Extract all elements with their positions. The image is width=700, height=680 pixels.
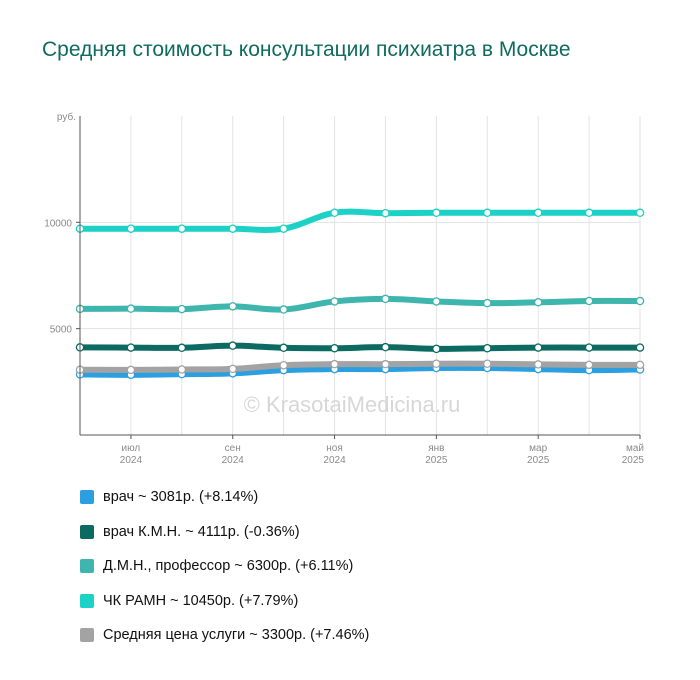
x-tick-year: 2025 [622,455,645,466]
data-point [635,296,645,306]
series-line [77,360,643,373]
legend-item[interactable]: ЧК РАМН ~ 10450р. (+7.79%) [80,584,640,619]
series-line [77,208,643,233]
x-tick-year: 2024 [323,455,346,466]
y-tick-label: 5000 [50,325,73,336]
data-point [126,365,136,375]
data-point [381,294,390,304]
data-point [330,208,339,218]
y-tick-label: 10000 [44,218,72,229]
x-tick-label: май [626,443,644,454]
data-point [330,297,339,306]
legend: врач ~ 3081р. (+8.14%) врач К.М.Н. ~ 4111… [80,480,640,653]
data-point [533,343,543,352]
x-tick-label: сен [225,443,241,454]
data-point [177,365,187,374]
data-point [381,342,390,352]
data-point [330,359,339,369]
data-point [584,296,594,306]
data-point [177,224,187,233]
legend-swatch [80,628,94,643]
data-point [279,360,288,370]
data-point [635,360,645,370]
x-tick-label: ноя [326,443,343,454]
data-point [228,341,237,350]
data-point [381,208,390,218]
legend-swatch [80,524,94,539]
data-point [584,343,594,352]
y-axis-label: руб. [57,111,76,123]
data-point [126,304,136,313]
series-line [77,342,643,352]
data-point [533,298,543,307]
data-point [228,224,237,233]
line-chart: © KrasotaiMedicina.ru руб.500010000июл20… [44,111,645,466]
x-tick-label: мар [529,443,547,454]
data-point [228,364,237,374]
legend-item[interactable]: врач ~ 3081р. (+8.14%) [80,480,640,515]
x-tick-label: июл [122,443,141,454]
x-tick-year: 2025 [527,455,550,466]
legend-swatch [80,490,94,505]
data-point [177,343,187,353]
series-layer [75,208,645,380]
axes: руб.500010000июл2024сен2024ноя2024янв202… [44,111,644,466]
data-point [483,208,492,218]
data-point [126,224,136,233]
legend-item[interactable]: Средняя цена услуги ~ 3300р. (+7.46%) [80,618,640,653]
series-line [77,295,643,313]
series-line [77,364,643,378]
legend-label: Средняя цена услуги ~ 3300р. (+7.46%) [103,627,370,644]
data-point [635,208,645,218]
x-tick-label: янв [428,443,444,454]
x-tick-year: 2024 [222,455,245,466]
data-point [584,360,594,370]
data-point [228,302,237,311]
x-tick-year: 2024 [120,455,143,466]
legend-swatch [80,559,94,574]
data-point [432,344,441,354]
legend-label: Д.М.Н., профессор ~ 6300р. (+6.11%) [103,558,354,575]
data-point [483,343,492,353]
data-point [584,208,594,218]
legend-label: врач ~ 3081р. (+8.14%) [103,489,259,506]
data-point [432,359,441,369]
data-point [432,297,441,306]
data-point [483,298,492,308]
data-point [279,224,288,233]
legend-item[interactable]: врач К.М.Н. ~ 4111р. (-0.36%) [80,515,640,550]
legend-label: врач К.М.Н. ~ 4111р. (-0.36%) [103,523,300,540]
data-point [177,304,187,314]
data-point [330,343,339,353]
data-point [279,343,288,353]
data-point [279,305,288,314]
data-point [533,360,543,369]
x-tick-year: 2025 [425,455,448,466]
legend-swatch [80,593,94,608]
data-point [635,343,645,352]
watermark: © KrasotaiMedicina.ru [244,392,461,417]
chart-title: Средняя стоимость консультации психиатра… [42,38,571,61]
legend-item[interactable]: Д.М.Н., профессор ~ 6300р. (+6.11%) [80,549,640,584]
data-point [533,208,543,218]
data-point [381,359,390,369]
grid [80,116,641,435]
data-point [432,208,441,218]
data-point [483,359,492,369]
legend-label: ЧК РАМН ~ 10450р. (+7.79%) [103,592,299,609]
data-point [126,343,136,352]
